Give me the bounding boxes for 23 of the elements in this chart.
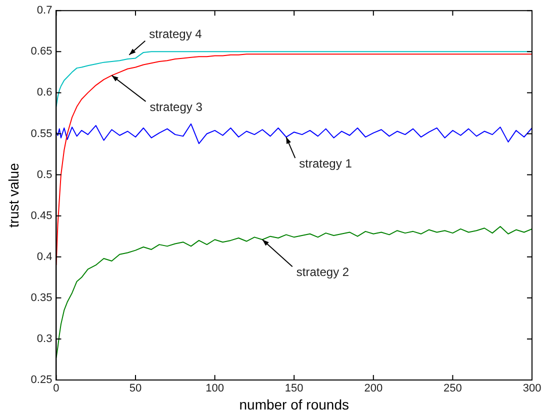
x-tick-label: 250 [444,382,462,395]
y-tick-label: 0.3 [36,332,52,345]
y-tick-label: 0.6 [36,86,52,99]
annotation: strategy 2 [296,264,350,279]
annotation: strategy 4 [149,27,202,42]
y-tick-label: 0.35 [30,292,52,304]
x-tick-label: 200 [364,382,383,395]
x-tick-label: 300 [522,382,542,395]
y-tick-label: 0.25 [30,374,52,386]
y-tick-label: 0.7 [36,4,52,17]
annotation: strategy 3 [150,100,203,114]
y-tick-label: 0.55 [30,128,52,140]
y-tick-label: 0.4 [36,250,52,263]
y-axis-title: trust value [5,162,22,228]
x-tick-label: 100 [206,382,224,395]
x-tick-label: 150 [284,382,304,395]
y-tick-label: 0.45 [30,210,52,222]
x-tick-label: 0 [53,382,60,395]
annotation: strategy 1 [299,156,352,170]
x-tick-label: 50 [129,382,142,395]
y-tick-label: 0.65 [30,46,52,58]
x-axis-title: number of rounds [239,396,349,412]
y-tick-label: 0.5 [36,168,52,181]
